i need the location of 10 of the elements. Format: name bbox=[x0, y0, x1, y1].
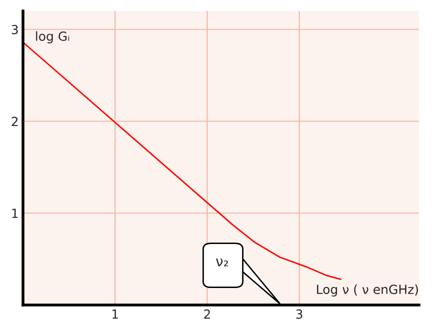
annotation: ν₂ bbox=[216, 258, 228, 266]
y-tick-label: 3 bbox=[12, 24, 18, 34]
x-tick-label: 2 bbox=[204, 309, 210, 319]
y-tick-label: 2 bbox=[12, 116, 18, 126]
line-series bbox=[23, 42, 342, 280]
x-axis-title: Log ν ( ν enGHz) bbox=[317, 284, 418, 297]
y-tick-label: 1 bbox=[12, 208, 18, 218]
x-tick-label: 1 bbox=[112, 310, 118, 319]
y-axis-title: log Gᵢ bbox=[36, 31, 70, 44]
x-tick-label: 3 bbox=[296, 309, 302, 319]
